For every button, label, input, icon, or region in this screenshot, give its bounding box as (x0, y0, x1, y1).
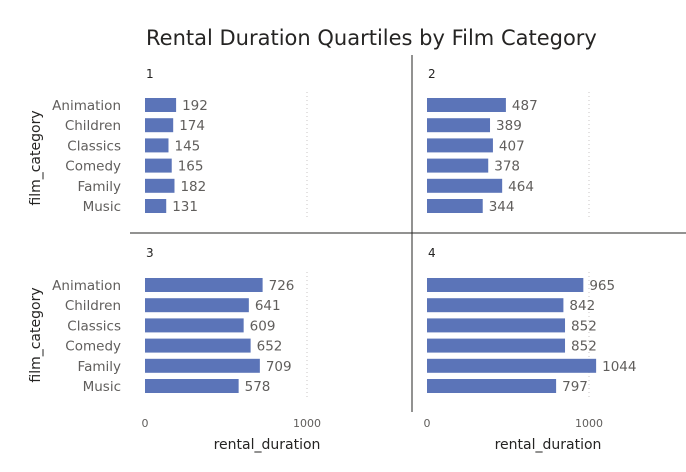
value-label-p3-music: 578 (245, 379, 271, 395)
y-axis-title-top: film_category (28, 110, 44, 205)
category-label-p3-comedy: Comedy (65, 339, 121, 355)
bar-p1-music (145, 199, 167, 213)
category-label-p1-animation: Animation (52, 98, 121, 114)
x-tick-p4-0: 0 (424, 417, 431, 430)
bar-p2-animation (427, 98, 506, 112)
value-label-p4-family: 1044 (602, 359, 636, 375)
bar-p4-comedy (427, 338, 566, 353)
category-label-p3-music: Music (83, 379, 121, 395)
value-label-p1-children: 174 (179, 118, 205, 134)
bar-p4-classics (427, 318, 566, 333)
value-label-p1-animation: 192 (182, 98, 208, 114)
value-label-p3-family: 709 (266, 359, 292, 375)
bar-p1-comedy (145, 158, 172, 173)
value-label-p1-music: 131 (172, 199, 198, 215)
bar-p3-music (145, 379, 239, 393)
value-label-p3-classics: 609 (250, 318, 276, 334)
y-axis-title-bottom: film_category (28, 287, 44, 382)
value-label-p4-classics: 852 (571, 318, 597, 334)
value-label-p2-music: 344 (489, 199, 515, 215)
value-label-p1-comedy: 165 (178, 159, 204, 175)
value-label-p3-animation: 726 (269, 278, 295, 294)
bar-p4-family (427, 358, 597, 373)
bar-p1-family (145, 178, 175, 193)
x-tick-p3-0: 0 (142, 417, 149, 430)
bar-p1-animation (145, 98, 177, 112)
category-label-p1-children: Children (65, 118, 121, 134)
value-label-p2-children: 389 (496, 118, 522, 134)
panel-label-3: 3 (146, 246, 154, 260)
category-label-p3-classics: Classics (67, 318, 121, 334)
value-label-p3-comedy: 652 (257, 339, 283, 355)
category-label-p1-family: Family (78, 179, 121, 195)
category-label-p3-animation: Animation (52, 278, 121, 294)
bar-p2-comedy (427, 158, 489, 173)
value-label-p4-music: 797 (562, 379, 588, 395)
x-tick-p4-1000: 1000 (575, 417, 603, 430)
bar-p4-music (427, 379, 557, 393)
bar-p1-children (145, 118, 174, 133)
x-tick-p3-1000: 1000 (293, 417, 321, 430)
category-label-p1-music: Music (83, 199, 121, 215)
panel-label-1: 1 (146, 67, 154, 81)
bar-p3-comedy (145, 338, 251, 353)
value-label-p3-children: 641 (255, 298, 281, 314)
value-label-p2-comedy: 378 (494, 159, 520, 175)
value-label-p2-animation: 487 (512, 98, 538, 114)
value-label-p2-family: 464 (508, 179, 534, 195)
panel-label-4: 4 (428, 246, 436, 260)
bar-p1-classics (145, 138, 169, 153)
bar-p2-classics (427, 138, 493, 153)
value-label-p4-comedy: 852 (571, 339, 597, 355)
value-label-p4-animation: 965 (589, 278, 615, 294)
bar-p3-family (145, 358, 260, 373)
category-label-p3-family: Family (78, 359, 121, 375)
bar-p3-animation (145, 278, 263, 292)
x-axis-title-left: rental_duration (214, 437, 321, 453)
bar-p4-children (427, 298, 564, 313)
value-label-p4-children: 842 (569, 298, 595, 314)
bar-p2-children (427, 118, 491, 133)
bar-p4-animation (427, 278, 584, 292)
bar-p2-family (427, 178, 503, 193)
value-label-p1-family: 182 (180, 179, 206, 195)
x-axis-title-right: rental_duration (495, 437, 602, 453)
bar-p2-music (427, 199, 483, 213)
category-label-p3-children: Children (65, 298, 121, 314)
value-label-p2-classics: 407 (499, 138, 525, 154)
category-label-p1-comedy: Comedy (65, 159, 121, 175)
chart-title: Rental Duration Quartiles by Film Catego… (146, 26, 597, 50)
bar-p3-children (145, 298, 249, 313)
bar-p3-classics (145, 318, 244, 333)
panel-label-2: 2 (428, 67, 436, 81)
value-label-p1-classics: 145 (174, 138, 200, 154)
category-label-p1-classics: Classics (67, 138, 121, 154)
